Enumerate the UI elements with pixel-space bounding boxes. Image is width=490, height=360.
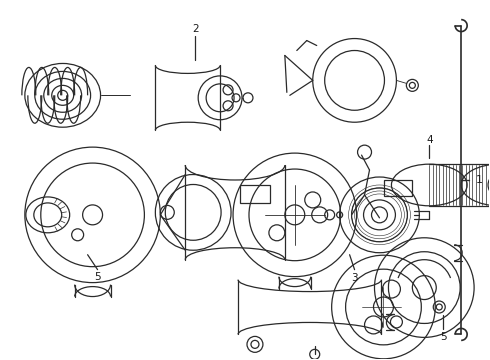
Text: 3: 3 [351, 273, 358, 283]
Text: 5: 5 [440, 332, 446, 342]
Bar [240, 185, 270, 203]
Text: 4: 4 [426, 135, 433, 145]
Text: 1: 1 [476, 175, 483, 185]
Bar [385, 180, 413, 196]
Text: 5: 5 [94, 272, 101, 282]
Text: 2: 2 [192, 24, 198, 33]
